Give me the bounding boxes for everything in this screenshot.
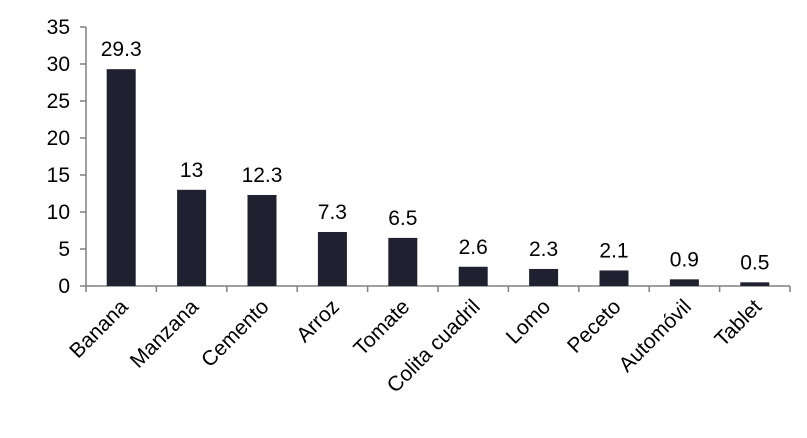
y-tick-label: 30	[47, 53, 70, 76]
category-label: Tomate	[349, 295, 414, 360]
bar	[106, 69, 136, 287]
bar	[599, 270, 629, 286]
data-label: 0.9	[670, 248, 699, 271]
category-label: Banana	[65, 295, 133, 363]
data-label: 0.5	[740, 251, 769, 274]
y-tick-label: 10	[47, 201, 70, 224]
data-label: 2.1	[599, 239, 628, 262]
y-tick-label: 0	[58, 275, 70, 298]
data-label: 2.6	[459, 236, 488, 259]
bar	[669, 279, 699, 286]
category-label: Automóvil	[614, 295, 695, 376]
y-tick-label: 20	[47, 127, 70, 150]
data-label: 13	[180, 159, 203, 182]
bar	[458, 266, 488, 286]
y-tick-label: 35	[47, 16, 70, 39]
data-label: 12.3	[242, 164, 283, 187]
bar	[388, 237, 418, 286]
bar	[529, 268, 559, 286]
category-label: Arroz	[292, 295, 344, 347]
category-label: Lomo	[502, 295, 555, 348]
data-label: 2.3	[529, 238, 558, 261]
category-label: Cemento	[197, 295, 274, 372]
y-axis: 0 5 10 15 20 25 30 35	[47, 16, 87, 298]
y-tick-label: 25	[47, 90, 70, 113]
category-label: Manzana	[126, 295, 204, 373]
category-label: Tablet	[710, 295, 766, 351]
data-label: 7.3	[318, 201, 347, 224]
bar	[247, 194, 277, 286]
bar	[740, 282, 770, 286]
bar	[177, 189, 207, 286]
data-labels: 29.3 13 12.3 7.3 6.5 2.6 2.3 2.1 0.9 0.5	[101, 38, 770, 274]
data-label: 6.5	[388, 207, 417, 230]
y-tick-label: 15	[47, 164, 70, 187]
category-label: Peceto	[563, 295, 626, 358]
bars	[106, 69, 770, 287]
x-axis	[85, 285, 791, 292]
y-tick-label: 5	[58, 238, 70, 261]
bar	[317, 231, 347, 286]
data-label: 29.3	[101, 38, 142, 61]
